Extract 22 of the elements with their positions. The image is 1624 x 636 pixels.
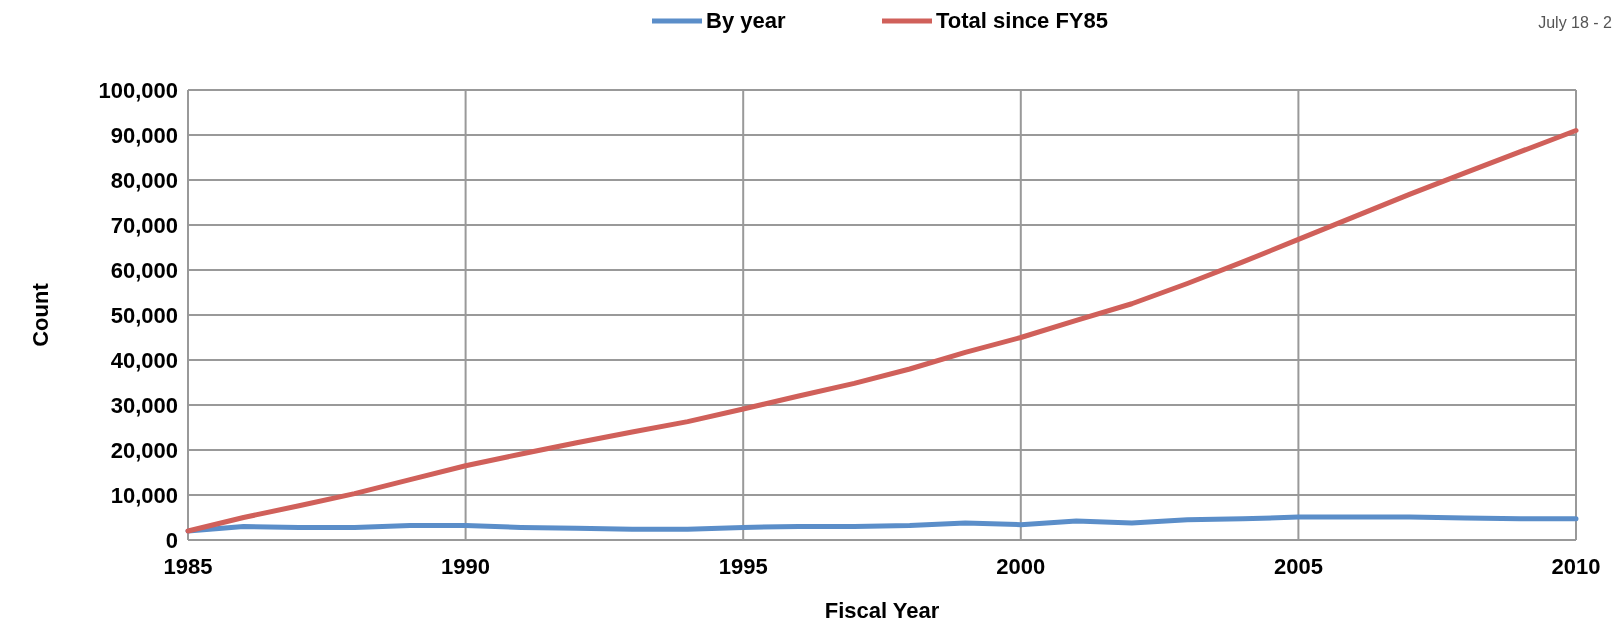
y-tick-label: 40,000 <box>110 347 178 373</box>
x-tick-label: 2000 <box>996 554 1046 579</box>
text: July 18 - 2 <box>1538 14 1613 31</box>
y-tick-label: 30,000 <box>110 392 178 418</box>
y-tick-label: 20,000 <box>110 437 178 463</box>
x-tick-label: 1985 <box>163 554 213 579</box>
y-tick-label: 60,000 <box>110 257 178 283</box>
legend-label: Total since FY85 <box>936 8 1108 33</box>
x-tick-label: 1995 <box>718 554 768 579</box>
y-tick-label: 100,000 <box>98 77 178 103</box>
y-axis-title: Count <box>28 282 53 347</box>
x-tick-label: 2005 <box>1273 554 1323 579</box>
x-tick-label: 1990 <box>441 554 491 579</box>
legend-label: By year <box>706 8 786 33</box>
y-tick-label: 80,000 <box>110 167 178 193</box>
y-tick-label: 50,000 <box>110 302 178 328</box>
y-tick-label: 0 <box>165 527 178 553</box>
x-axis-title: Fiscal Year <box>824 598 940 623</box>
y-tick-label: 10,000 <box>110 482 178 508</box>
y-tick-label: 70,000 <box>110 212 178 238</box>
y-tick-label: 90,000 <box>110 122 178 148</box>
x-tick-label: 2010 <box>1551 554 1601 579</box>
